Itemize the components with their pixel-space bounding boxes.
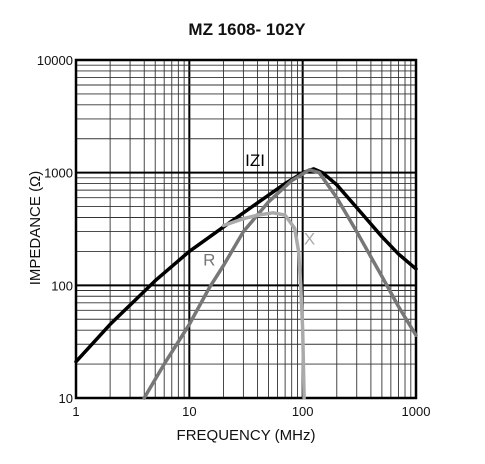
x-tick-label: 1000: [402, 404, 431, 419]
grid-lines: [76, 60, 416, 398]
series-label-izi: IZI: [245, 151, 265, 170]
y-tick-label: 100: [51, 278, 73, 293]
data-series: [74, 167, 418, 400]
y-tick-label: 1000: [44, 166, 73, 181]
series-label-r: R: [203, 250, 215, 269]
y-tick-label: 10000: [37, 53, 73, 68]
x-tick-label: 10: [182, 404, 196, 419]
y-tick-label: 10: [59, 391, 73, 406]
y-axis-label: IMPEDANCE (Ω): [27, 171, 44, 286]
series-label-x: X: [304, 230, 315, 249]
x-tick-label: 100: [292, 404, 314, 419]
x-tick-label: 1: [72, 404, 79, 419]
series-line-r: [142, 168, 418, 400]
series-labels: IZI R X: [203, 151, 315, 270]
plot-frame: [74, 58, 418, 400]
series-line-x: [221, 211, 306, 400]
x-axis-label: FREQUENCY (MHz): [177, 427, 316, 444]
chart-title: MZ 1608- 102Y: [188, 20, 306, 39]
